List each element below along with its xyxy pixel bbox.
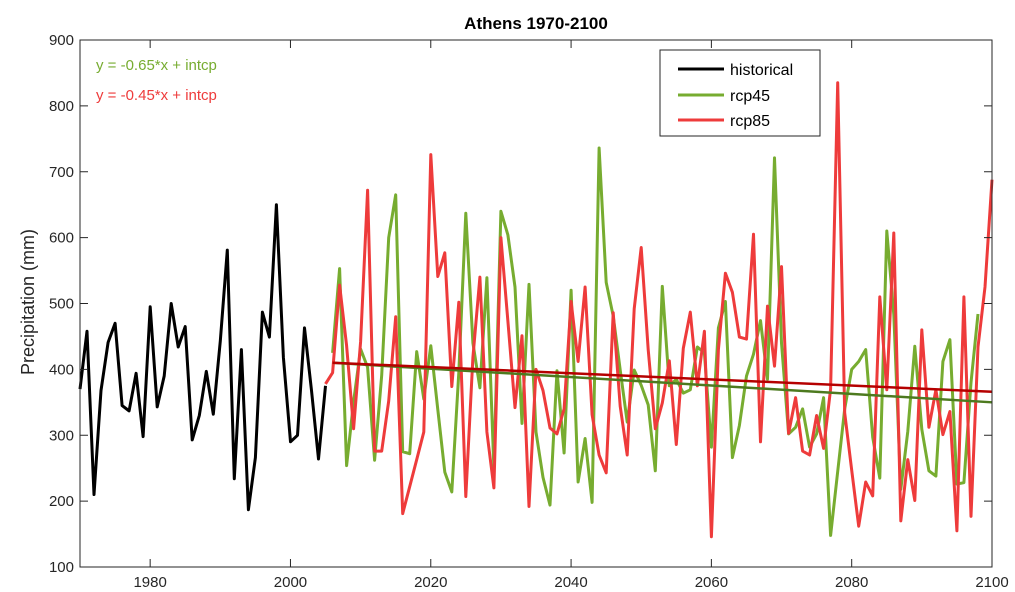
y-tick-label: 700	[49, 164, 74, 181]
trendline-layer	[332, 361, 993, 404]
chart-title: Athens 1970-2100	[464, 14, 608, 33]
annotation-rcp45-equation: y = -0.65*x + intcp	[96, 57, 217, 74]
y-axis-ticks: 100 200 300 400 500 600 700 800 900	[49, 32, 992, 576]
legend-box	[659, 49, 821, 137]
annotation-rcp85-equation: y = -0.45*x + intcp	[96, 87, 217, 104]
series-line-historical	[78, 203, 327, 512]
y-axis-label: Precipitation (mm)	[18, 229, 38, 375]
x-axis-ticks: 1980 2000 2020 2040 2060 2080 2100	[133, 40, 1009, 591]
x-tick-label: 2080	[835, 574, 868, 591]
trendline-rcp85	[332, 361, 993, 394]
legend: historical rcp45 rcp85	[659, 49, 821, 137]
legend-label-historical: historical	[730, 62, 793, 79]
plot-area: 1980 2000 2020 2040 2060 2080 2100 100 200 300 40…	[49, 32, 1009, 591]
series-line-rcp85	[324, 81, 994, 539]
y-tick-label: 400	[49, 361, 74, 378]
series-layer	[78, 81, 994, 539]
trendline-rcp45	[332, 361, 993, 404]
y-tick-label: 100	[49, 559, 74, 576]
legend-label-rcp45: rcp45	[730, 88, 770, 105]
x-tick-label: 2020	[414, 574, 447, 591]
y-tick-label: 500	[49, 296, 74, 313]
y-tick-label: 300	[49, 427, 74, 444]
equation-annotations: y = -0.65*x + intcp y = -0.45*x + intcp	[96, 57, 217, 104]
x-tick-label: 1980	[133, 574, 166, 591]
y-tick-label: 800	[49, 98, 74, 115]
legend-label-rcp85: rcp85	[730, 113, 770, 130]
x-tick-label: 2060	[695, 574, 728, 591]
x-tick-label: 2040	[554, 574, 587, 591]
x-tick-label: 2100	[975, 574, 1008, 591]
series-line-rcp45	[331, 146, 980, 537]
y-tick-label: 900	[49, 32, 74, 49]
y-tick-label: 200	[49, 493, 74, 510]
y-tick-label: 600	[49, 230, 74, 247]
x-tick-label: 2000	[274, 574, 307, 591]
